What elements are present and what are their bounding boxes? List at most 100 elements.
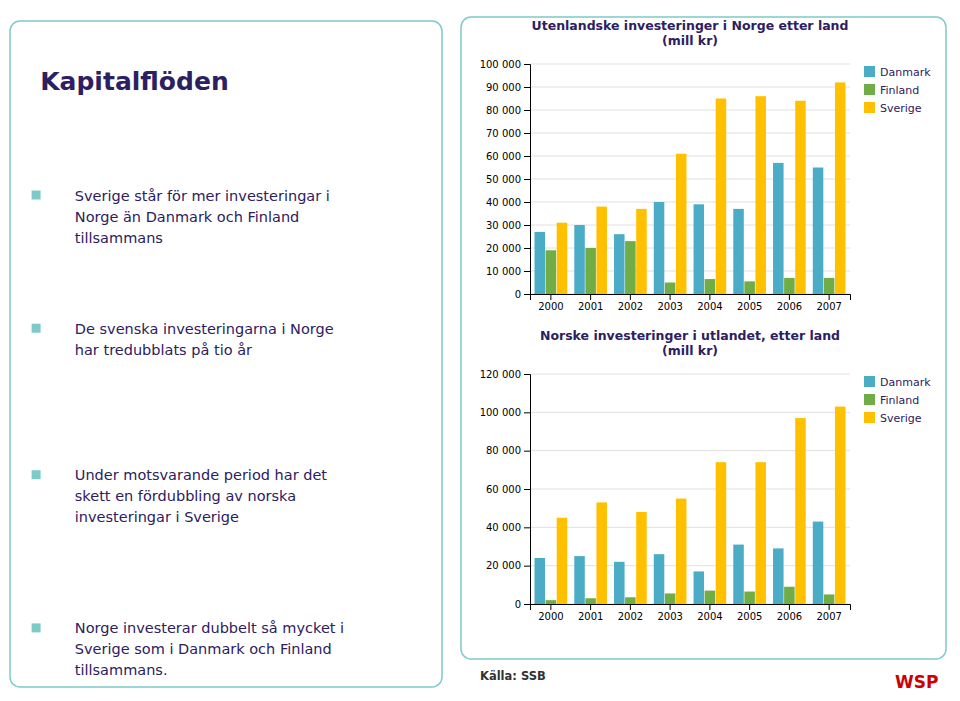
y-axis: 020 00040 00060 00080 000100 000120 000 bbox=[480, 369, 531, 610]
legend-swatch bbox=[864, 84, 875, 95]
tick-label: 80 000 bbox=[486, 105, 521, 116]
x-tick: 2005 bbox=[737, 604, 762, 622]
tick-label: 2000 bbox=[538, 611, 563, 622]
bar bbox=[614, 234, 625, 294]
grid-line bbox=[530, 412, 850, 413]
bar bbox=[596, 502, 607, 604]
legend-item: Danmark bbox=[864, 66, 931, 79]
legend: Danmark Finland Sverige bbox=[864, 66, 931, 115]
panel-border bbox=[461, 17, 946, 659]
tick-label: 20 000 bbox=[486, 560, 521, 571]
tick-mark bbox=[630, 604, 631, 610]
bar bbox=[835, 82, 846, 294]
bar bbox=[755, 462, 766, 604]
tick-mark bbox=[524, 527, 530, 528]
y-tick: 50 000 bbox=[486, 174, 530, 185]
bar-series bbox=[546, 241, 835, 294]
bar bbox=[716, 462, 727, 604]
legend-label: Sverige bbox=[880, 412, 922, 425]
legend-swatch bbox=[864, 66, 875, 77]
chart-title-line: (mill kr) bbox=[662, 343, 718, 358]
y-tick: 70 000 bbox=[486, 128, 530, 139]
legend-swatch bbox=[864, 102, 875, 113]
chart-title-line: Utenlandske investeringer i Norge etter … bbox=[532, 18, 849, 33]
legend-label: Danmark bbox=[880, 376, 931, 389]
tick-mark bbox=[524, 451, 530, 452]
tick-mark bbox=[590, 294, 591, 300]
tick-mark bbox=[524, 248, 530, 249]
y-tick: 40 000 bbox=[486, 522, 530, 533]
bullet-line: Sverige står för mer investeringar i bbox=[75, 188, 330, 204]
tick-label: 2004 bbox=[697, 611, 722, 622]
chart-title: Utenlandske investeringer i Norge etter … bbox=[532, 18, 849, 48]
legend-swatch bbox=[864, 412, 875, 423]
bullet-line: har tredubblats på tio år bbox=[75, 342, 252, 358]
tick-label: 2007 bbox=[816, 611, 841, 622]
bullet-line: De svenska investeringarna i Norge bbox=[75, 321, 334, 337]
tick-label: 2005 bbox=[737, 301, 762, 312]
bullet-line: Norge investerar dubbelt så mycket i bbox=[75, 620, 344, 636]
tick-label: 40 000 bbox=[486, 522, 521, 533]
x-tick: 2001 bbox=[578, 294, 603, 312]
bar bbox=[676, 499, 687, 604]
bar bbox=[546, 250, 557, 294]
bar bbox=[784, 587, 795, 604]
logo-text: WSP bbox=[895, 672, 938, 692]
tick-label: 2000 bbox=[538, 301, 563, 312]
chart-title: Norske investeringer i utlandet, etter l… bbox=[540, 328, 840, 358]
tick-label: 90 000 bbox=[486, 82, 521, 93]
x-tick: 2004 bbox=[697, 604, 722, 622]
bar bbox=[636, 512, 647, 604]
tick-mark bbox=[524, 156, 530, 157]
bar bbox=[784, 278, 795, 294]
x-tick: 2002 bbox=[618, 604, 643, 622]
tick-mark bbox=[829, 294, 830, 300]
tick-mark bbox=[524, 64, 530, 65]
x-tick: 2005 bbox=[737, 294, 762, 312]
y-tick: 90 000 bbox=[486, 82, 530, 93]
bar bbox=[813, 522, 824, 604]
page-title: Kapitalflöden bbox=[40, 67, 228, 96]
axis-line bbox=[524, 375, 531, 605]
tick-label: 2003 bbox=[657, 611, 682, 622]
panel-border bbox=[10, 21, 442, 687]
bar bbox=[654, 202, 665, 294]
x-tick: 2006 bbox=[777, 604, 802, 622]
x-tick: 2006 bbox=[777, 294, 802, 312]
tick-label: 50 000 bbox=[486, 174, 521, 185]
x-axis: 2000 2001 2002 2003 2004 2005 2006 2007 bbox=[531, 604, 851, 622]
tick-label: 2001 bbox=[578, 301, 603, 312]
chart-title-line: Norske investeringer i utlandet, etter l… bbox=[540, 328, 840, 343]
bar bbox=[694, 204, 705, 294]
bullet-line: tillsammans. bbox=[75, 662, 168, 678]
bar bbox=[614, 562, 625, 604]
bars bbox=[535, 82, 846, 294]
bar bbox=[744, 281, 755, 294]
tick-label: 2002 bbox=[618, 611, 643, 622]
bar bbox=[665, 283, 676, 295]
y-tick: 20 000 bbox=[486, 560, 530, 571]
tick-mark bbox=[670, 294, 671, 300]
bar bbox=[557, 223, 568, 294]
bars bbox=[535, 407, 846, 604]
legend-item: Finland bbox=[864, 84, 919, 97]
bullet-line: Norge än Danmark och Finland bbox=[75, 209, 300, 225]
legend-label: Sverige bbox=[880, 102, 922, 115]
tick-mark bbox=[590, 604, 591, 610]
tick-mark bbox=[709, 294, 710, 300]
bullet-marker bbox=[32, 470, 41, 479]
tick-mark bbox=[524, 225, 530, 226]
y-tick: 0 bbox=[515, 599, 530, 610]
tick-label: 10 000 bbox=[486, 266, 521, 277]
tick-mark bbox=[524, 566, 530, 567]
bullet-line: investeringar i Sverige bbox=[75, 509, 239, 525]
axis-line bbox=[531, 295, 851, 301]
tick-mark bbox=[749, 294, 750, 300]
bar bbox=[744, 592, 755, 604]
bar bbox=[795, 101, 806, 294]
y-tick: 100 000 bbox=[480, 407, 530, 418]
bullet-line: skett en fördubbling av norska bbox=[75, 488, 296, 504]
tick-label: 2001 bbox=[578, 611, 603, 622]
bar bbox=[733, 545, 744, 604]
figure: Kapitalflöden Sverige står för mer invest… bbox=[0, 0, 960, 701]
